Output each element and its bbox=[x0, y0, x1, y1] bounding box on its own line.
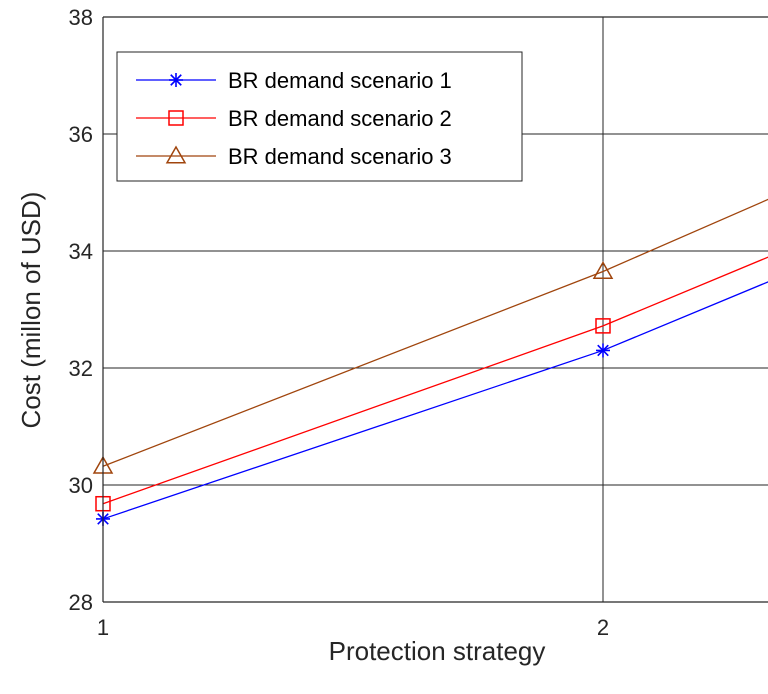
axes bbox=[102, 16, 768, 603]
legend-marker bbox=[165, 145, 187, 164]
data-point bbox=[595, 318, 611, 334]
series-line bbox=[102, 198, 768, 467]
series-line bbox=[102, 256, 768, 505]
legend-item: BR demand scenario 3 bbox=[136, 144, 452, 169]
x-tick-label: 2 bbox=[597, 615, 609, 640]
data-point bbox=[592, 260, 614, 279]
y-tick-label: 36 bbox=[69, 122, 93, 147]
data-point bbox=[596, 343, 610, 358]
legend-item: BR demand scenario 1 bbox=[136, 68, 452, 93]
y-axis-title: Cost (millon of USD) bbox=[16, 192, 46, 429]
legend-item: BR demand scenario 2 bbox=[136, 106, 452, 131]
legend-box bbox=[116, 51, 523, 182]
y-tick-label: 30 bbox=[69, 473, 93, 498]
x-tick-label: 1 bbox=[97, 615, 109, 640]
y-tick-label: 28 bbox=[69, 590, 93, 615]
legend-marker bbox=[169, 73, 183, 87]
y-tick-label: 38 bbox=[69, 5, 93, 30]
legend-marker bbox=[168, 110, 184, 126]
y-tick-label: 34 bbox=[69, 239, 93, 264]
legend: BR demand scenario 1 BR demand scenario 2… bbox=[116, 51, 523, 182]
x-axis-title: Protection strategy bbox=[329, 636, 546, 666]
y-tick-label: 32 bbox=[69, 356, 93, 381]
tick-labels: 283032343638123 bbox=[69, 5, 610, 640]
legend-label: BR demand scenario 3 bbox=[228, 144, 452, 169]
legend-label: BR demand scenario 2 bbox=[228, 106, 452, 131]
legend-label: BR demand scenario 1 bbox=[228, 68, 452, 93]
